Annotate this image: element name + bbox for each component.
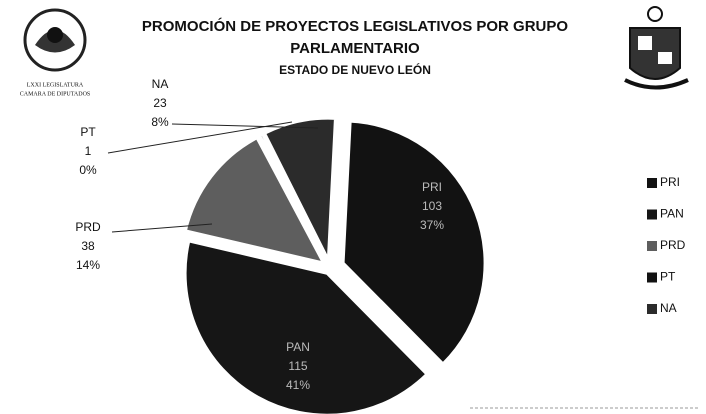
logo-caption: LXXI LEGISLATURA — [27, 82, 84, 88]
leader-line — [111, 223, 213, 233]
legend-swatch — [647, 241, 657, 251]
pie-slice — [341, 119, 487, 367]
slice-label: PT — [80, 125, 96, 139]
chart-title: PARLAMENTARIO — [290, 40, 420, 57]
slice-value: 103 — [422, 199, 442, 213]
slice-percent: 37% — [420, 218, 444, 232]
slice-percent: 0% — [79, 163, 97, 177]
right-logo — [624, 6, 689, 90]
legend-label: PT — [660, 270, 676, 284]
leader-line — [107, 121, 293, 154]
slice-value: 115 — [288, 359, 307, 373]
chart-title: PROMOCIÓN DE PROYECTOS LEGISLATIVOS POR … — [142, 17, 568, 35]
left-logo — [23, 8, 87, 72]
pie-slice — [262, 116, 338, 266]
pie-slice — [257, 132, 328, 262]
legend-label: PRI — [660, 175, 680, 189]
slice-value: 1 — [85, 144, 92, 158]
legend-swatch — [647, 178, 657, 188]
pie-slice — [183, 239, 430, 414]
chart-subtitle: ESTADO DE NUEVO LEÓN — [279, 62, 431, 77]
slice-percent: 8% — [151, 115, 169, 129]
leader-line — [171, 123, 319, 129]
logo-caption: CAMARA DE DIPUTADOS — [20, 91, 91, 97]
slice-value: 23 — [153, 96, 167, 110]
slice-label: PRI — [422, 180, 442, 194]
pie-slice — [183, 135, 327, 266]
legend-swatch — [647, 209, 657, 220]
legend-label: NA — [660, 301, 677, 315]
legend-swatch — [647, 272, 657, 283]
slice-percent: 41% — [286, 378, 310, 392]
slice-label: NA — [152, 77, 169, 91]
slice-label: PAN — [286, 340, 310, 354]
legend-swatch — [647, 304, 657, 314]
slice-percent: 14% — [76, 258, 100, 272]
slice-label: PRD — [75, 220, 101, 234]
legend-label: PRD — [660, 238, 686, 252]
legend-label: PAN — [660, 207, 684, 221]
slice-value: 38 — [81, 239, 95, 253]
